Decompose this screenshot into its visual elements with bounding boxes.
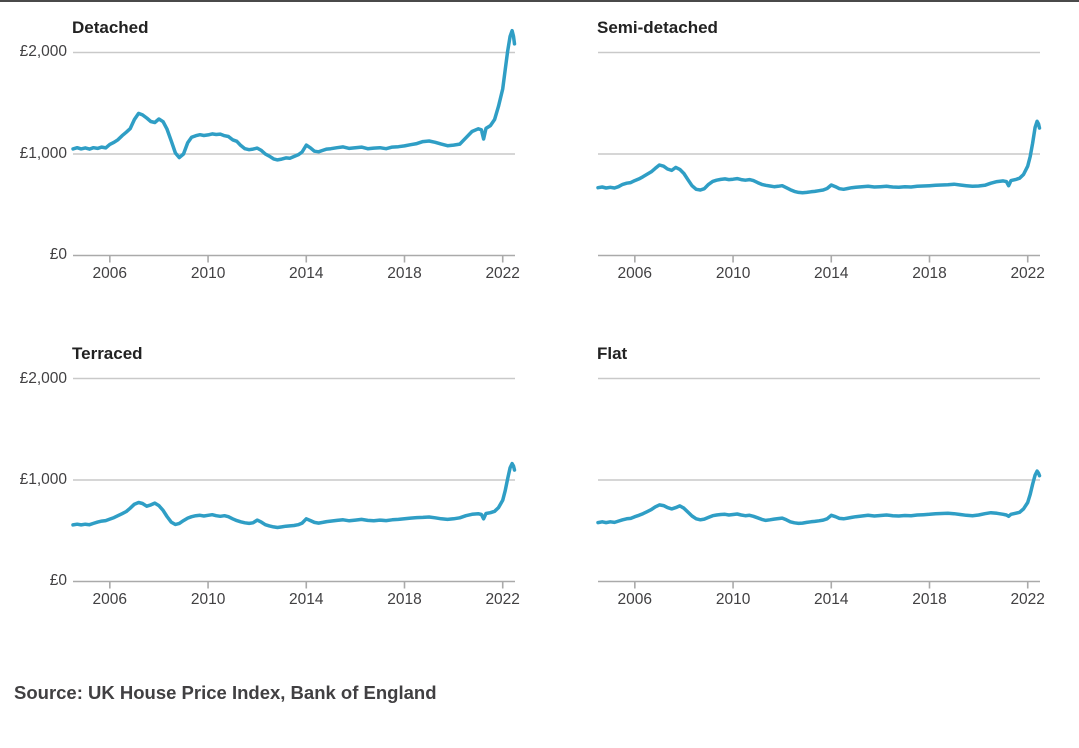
x-axis-label-2018: 2018 [387,591,422,608]
x-axis-label-2006: 2006 [617,591,653,608]
chart-title-semi-detached: Semi-detached [597,18,718,37]
x-axis-label-2022: 2022 [1010,265,1045,282]
y-axis-label-1000: £1,000 [19,145,67,162]
x-axis-labels-detached: 2006 2010 2014 2018 2022 [73,264,520,284]
x-axis-label-2014: 2014 [289,265,324,282]
x-axis-label-2018: 2018 [387,265,422,282]
y-axis-label-0: £0 [49,246,67,263]
line-chart-semi-detached [596,51,1042,263]
x-axis-label-2010: 2010 [715,265,751,282]
chart-title-detached: Detached [72,18,149,37]
x-axis-label-2014: 2014 [814,591,849,608]
chart-title-flat: Flat [597,344,628,363]
x-axis-label-2010: 2010 [190,591,226,608]
y-axis-label-2000: £2,000 [19,370,67,387]
x-axis-labels-terraced: 2006 2010 2014 2018 2022 [73,590,520,610]
y-axis-label-1000: £1,000 [19,471,67,488]
chart-title-terraced: Terraced [72,344,143,363]
source-note: Source: UK House Price Index, Bank of En… [14,682,437,703]
line-chart-detached [71,28,517,263]
x-axis-label-2014: 2014 [289,591,324,608]
data-line-flat [596,469,1042,526]
y-axis-label-2000: £2,000 [19,43,67,60]
x-axis-label-2006: 2006 [617,265,653,282]
x-axis-label-2022: 2022 [485,591,520,608]
x-axis-label-2018: 2018 [912,265,947,282]
data-line-detached [71,28,517,162]
x-axis-label-2006: 2006 [92,265,128,282]
x-axis-label-2014: 2014 [814,265,849,282]
x-axis-label-2018: 2018 [912,591,947,608]
x-axis-labels-semi-detached: 2006 2010 2014 2018 2022 [598,264,1045,284]
line-chart-flat [596,377,1042,589]
x-axis-label-2006: 2006 [92,591,128,608]
line-chart-terraced [71,377,517,589]
x-axis-label-2010: 2010 [715,591,751,608]
data-line-terraced [71,461,517,530]
x-axis-label-2010: 2010 [190,265,226,282]
x-axis-label-2022: 2022 [485,265,520,282]
y-axis-label-0: £0 [49,572,67,589]
top-border [0,0,1079,2]
data-line-semi-detached [596,119,1042,195]
x-axis-label-2022: 2022 [1010,591,1045,608]
x-axis-labels-flat: 2006 2010 2014 2018 2022 [598,590,1045,610]
